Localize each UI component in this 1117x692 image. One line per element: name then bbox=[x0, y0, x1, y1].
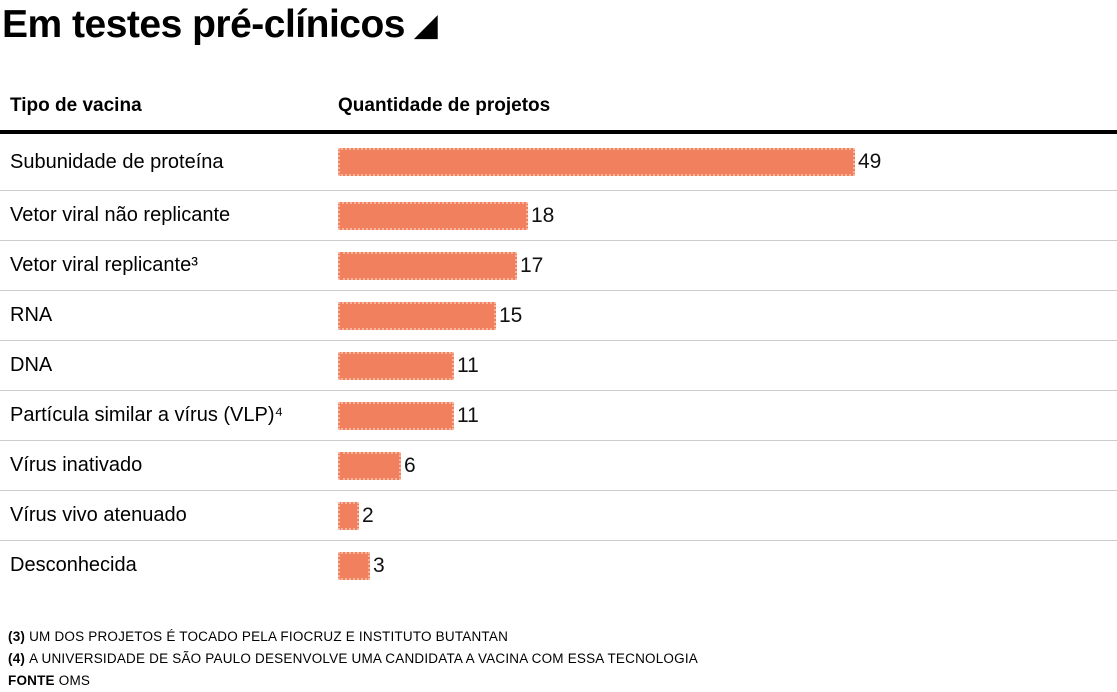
bar-value: 11 bbox=[457, 353, 479, 377]
bar bbox=[338, 401, 454, 430]
bar-value: 2 bbox=[362, 503, 374, 527]
page-title: Em testes pré-clínicos ◢ bbox=[2, 2, 1117, 51]
footnote-prefix: (3) bbox=[8, 629, 26, 644]
bar bbox=[338, 301, 496, 330]
column-header-quantity: Quantidade de projetos bbox=[338, 95, 551, 116]
bar-value: 6 bbox=[404, 453, 416, 477]
vaccine-type-label: Partícula similar a vírus (VLP)⁴ bbox=[10, 404, 284, 426]
bar-value: 3 bbox=[373, 553, 385, 577]
footnotes: (3) UM DOS PROJETOS É TOCADO PELA FIOCRUZ… bbox=[8, 626, 1117, 692]
table-row: Vírus inativado 6 bbox=[0, 441, 1117, 491]
table-row: Vetor viral replicante³ 17 bbox=[0, 241, 1117, 291]
bar-value: 11 bbox=[457, 403, 479, 427]
bar bbox=[338, 148, 855, 176]
bar-cell: 2 bbox=[338, 501, 1117, 530]
bar-value: 17 bbox=[520, 253, 544, 277]
bar bbox=[338, 451, 401, 480]
vaccine-type-label: Vírus vivo atenuado bbox=[10, 504, 187, 526]
page-title-text: Em testes pré-clínicos bbox=[2, 3, 406, 46]
table-row: Desconhecida 3 bbox=[0, 541, 1117, 590]
bar bbox=[338, 351, 454, 380]
table-row: Vírus vivo atenuado 2 bbox=[0, 491, 1117, 541]
column-header-type: Tipo de vacina bbox=[10, 95, 142, 116]
source-line: FONTE OMS bbox=[8, 670, 1117, 692]
bar-cell: 6 bbox=[338, 451, 1117, 480]
table-row: RNA 15 bbox=[0, 291, 1117, 341]
bar-cell: 18 bbox=[338, 201, 1117, 230]
footnote-text: A UNIVERSIDADE DE SÃO PAULO DESENVOLVE U… bbox=[29, 651, 698, 666]
vaccine-type-label: Subunidade de proteína bbox=[10, 150, 224, 173]
bar-value: 15 bbox=[499, 303, 523, 327]
vaccine-type-label: Vetor viral não replicante bbox=[10, 204, 231, 226]
table-row: Vetor viral não replicante 18 bbox=[0, 191, 1117, 241]
footnote-prefix: (4) bbox=[8, 651, 26, 666]
bar-cell: 15 bbox=[338, 301, 1117, 330]
bar-value: 49 bbox=[858, 150, 882, 173]
bar bbox=[338, 551, 370, 580]
bar-cell: 11 bbox=[338, 401, 1117, 430]
source-value: OMS bbox=[58, 673, 91, 688]
table-row: Partícula similar a vírus (VLP)⁴ 11 bbox=[0, 391, 1117, 441]
bar-cell: 49 bbox=[338, 148, 1117, 176]
table-row: DNA 11 bbox=[0, 341, 1117, 391]
bar-chart-rows: Subunidade de proteína 49 Vetor viral não … bbox=[0, 134, 1117, 590]
bar bbox=[338, 251, 517, 280]
bar-cell: 3 bbox=[338, 551, 1117, 580]
bar-value: 18 bbox=[531, 203, 555, 227]
vaccine-type-label: Desconhecida bbox=[10, 554, 137, 576]
triangle-icon: ◢ bbox=[415, 10, 437, 42]
source-label: FONTE bbox=[8, 673, 55, 688]
bar bbox=[338, 501, 359, 530]
footnote-text: UM DOS PROJETOS É TOCADO PELA FIOCRUZ E … bbox=[29, 629, 509, 644]
vaccine-type-label: RNA bbox=[10, 304, 53, 326]
vaccine-type-label: Vetor viral replicante³ bbox=[10, 254, 198, 276]
bar-cell: 17 bbox=[338, 251, 1117, 280]
table-row: Subunidade de proteína 49 bbox=[0, 134, 1117, 191]
footnote: (4) A UNIVERSIDADE DE SÃO PAULO DESENVOLV… bbox=[8, 648, 1117, 670]
table-header-row: Tipo de vacina Quantidade de projetos bbox=[0, 95, 1117, 134]
bar bbox=[338, 201, 528, 230]
vaccine-type-label: DNA bbox=[10, 354, 53, 376]
vaccine-type-label: Vírus inativado bbox=[10, 454, 143, 476]
bar-cell: 11 bbox=[338, 351, 1117, 380]
footnote: (3) UM DOS PROJETOS É TOCADO PELA FIOCRUZ… bbox=[8, 626, 1117, 648]
